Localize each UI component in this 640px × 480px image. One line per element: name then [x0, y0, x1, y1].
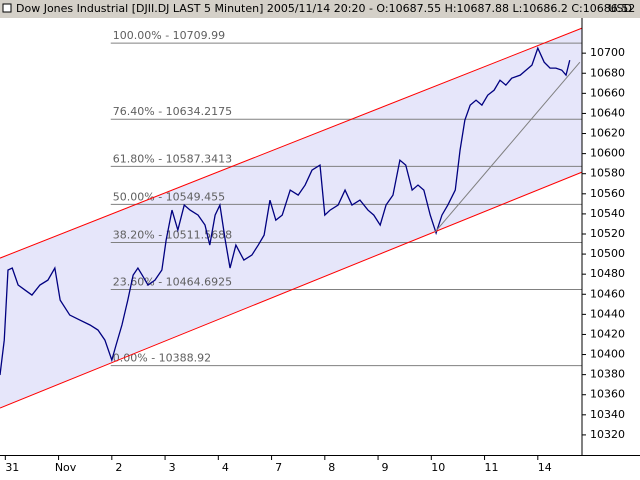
fib-label: 38.20% - 10511.5688 — [113, 228, 232, 241]
y-tick-label: 10400 — [590, 348, 625, 361]
plot: 100.00% - 10709.99 76.40% - 10634.2175 61.… — [0, 27, 583, 409]
y-tick-label: 10660 — [590, 86, 625, 99]
y-tick-label: 10380 — [590, 368, 625, 381]
x-tick-label: 31 — [5, 461, 19, 474]
y-tick-label: 10620 — [590, 127, 625, 140]
chart-title: Dow Jones Industrial [DJII.DJ LAST 5 Min… — [16, 2, 635, 15]
fib-label: 76.40% - 10634.2175 — [113, 105, 232, 118]
y-tick-label: 10640 — [590, 106, 625, 119]
fib-label: 23.60% - 10464.6925 — [113, 276, 232, 289]
fib-label: 61.80% - 10587.3413 — [113, 152, 232, 165]
x-tick-label: 2 — [115, 461, 122, 474]
y-tick-label: 10500 — [590, 247, 625, 260]
x-tick-label: 11 — [485, 461, 499, 474]
y-tick-label: 10360 — [590, 388, 625, 401]
x-tick-label: 8 — [328, 461, 335, 474]
y-tick-label: 10680 — [590, 66, 625, 79]
channel-fill — [0, 28, 582, 408]
fib-label: 50.00% - 10549.455 — [113, 190, 225, 203]
fib-label: 100.00% - 10709.99 — [113, 29, 225, 42]
x-tick-label: 10 — [431, 461, 445, 474]
y-tick-label: 10420 — [590, 327, 625, 340]
y-tick-label: 10520 — [590, 227, 625, 240]
header-icon — [2, 3, 12, 13]
y-tick-label: 10320 — [590, 428, 625, 441]
x-tick-label: 14 — [538, 461, 552, 474]
y-tick-label: 10600 — [590, 147, 625, 160]
y-tick-label: 10340 — [590, 408, 625, 421]
y-tick-label: 10560 — [590, 187, 625, 200]
trendline — [0, 171, 583, 409]
x-tick-label: 9 — [382, 461, 389, 474]
y-tick-label: 10460 — [590, 287, 625, 300]
y-tick-label: 10480 — [590, 267, 625, 280]
x-tick-label: 3 — [169, 461, 176, 474]
y-tick-label: 10700 — [590, 46, 625, 59]
y-tick-label: 10540 — [590, 207, 625, 220]
x-tick-label: 4 — [222, 461, 229, 474]
y-tick-label: 10440 — [590, 307, 625, 320]
trendline — [434, 61, 581, 233]
y-tick-label: 10580 — [590, 167, 625, 180]
y-axis-unit: USD — [608, 2, 632, 15]
x-tick-label: 7 — [275, 461, 282, 474]
fib-label: 0.00% - 10388.92 — [113, 352, 211, 365]
trendline — [0, 27, 583, 259]
price-line — [0, 46, 571, 376]
header-bar — [0, 0, 640, 18]
x-tick-label: Nov — [55, 461, 77, 474]
